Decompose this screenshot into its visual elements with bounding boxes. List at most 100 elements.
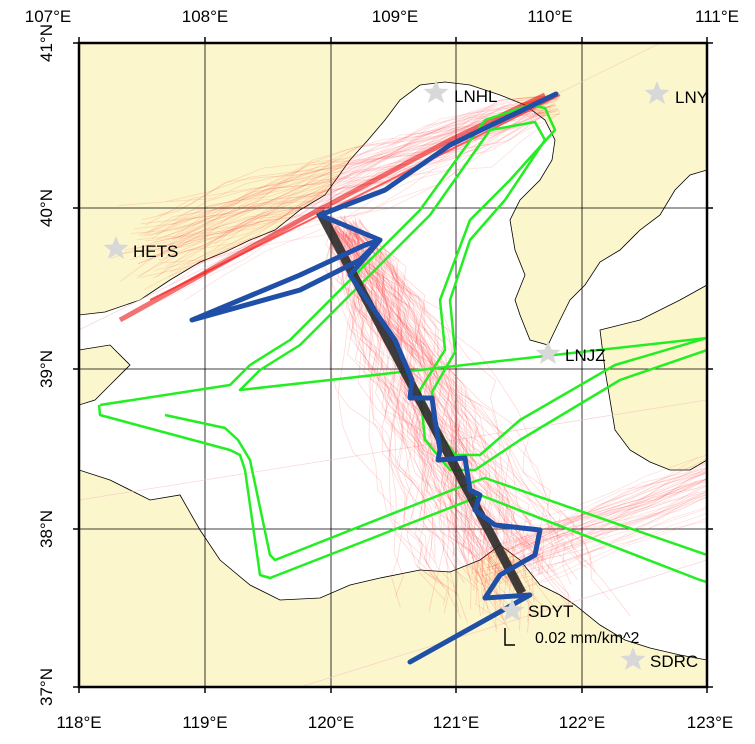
- particle-track: [340, 226, 494, 571]
- particle-track: [522, 471, 707, 548]
- particle-track: [120, 97, 559, 282]
- particle-track: [350, 230, 611, 601]
- particle-track: [136, 98, 559, 241]
- particle-track: [352, 221, 491, 586]
- particle-track: [353, 229, 504, 620]
- particle-track: [359, 229, 515, 569]
- bottom-axis-labels: 118°E 119°E 120°E 121°E 122°E 123°E: [56, 713, 733, 732]
- left-label-0: 41°N: [37, 24, 56, 62]
- bottom-label-1: 119°E: [182, 713, 227, 732]
- particle-track: [340, 228, 557, 611]
- particle-track: [498, 520, 707, 585]
- particle-track: [157, 110, 560, 252]
- left-label-2: 39°N: [37, 350, 56, 388]
- station-label: LNHL: [454, 87, 497, 106]
- particle-track: [168, 96, 547, 278]
- mean-track: [189, 91, 559, 665]
- particle-track: [214, 113, 560, 245]
- bottom-label-0: 118°E: [56, 713, 101, 732]
- particle-track: [329, 233, 468, 624]
- particle-track: [526, 467, 707, 542]
- particle-track: [470, 470, 707, 559]
- particle-track: [338, 227, 456, 588]
- frame-ticks: [73, 37, 713, 693]
- particle-track: [356, 229, 529, 603]
- left-axis-labels: 41°N 40°N 39°N 38°N 37°N: [37, 24, 56, 706]
- particle-track: [336, 225, 511, 617]
- particle-track: [342, 215, 434, 564]
- particle-track: [520, 489, 707, 562]
- particle-track: [156, 95, 557, 235]
- station-hets[interactable]: HETS: [103, 236, 179, 261]
- particle-track: [345, 233, 572, 586]
- particle-track: [347, 230, 582, 567]
- particle-track: [357, 230, 489, 610]
- station-star-icon: [499, 598, 525, 621]
- particle-track: [514, 505, 707, 580]
- particle-track: [526, 478, 707, 546]
- station-lny[interactable]: LNY: [644, 81, 709, 107]
- particle-track: [354, 221, 479, 583]
- particle-track: [138, 113, 550, 265]
- particle-track: [356, 234, 518, 609]
- particle-track: [342, 233, 557, 578]
- particle-track: [351, 220, 500, 597]
- particle-track: [143, 113, 546, 291]
- particle-track: [160, 103, 556, 295]
- particle-track: [355, 228, 507, 626]
- particle-track: [352, 219, 510, 573]
- particle-track: [354, 231, 509, 579]
- particle-track: [506, 462, 707, 561]
- contour-lines: [97, 103, 707, 584]
- particle-track: [179, 105, 552, 240]
- particle-track: [336, 234, 524, 593]
- station-label: SDRC: [650, 652, 698, 671]
- particle-track: [333, 218, 596, 573]
- particle-track: [349, 227, 437, 612]
- station-label: HETS: [133, 242, 178, 261]
- particle-track: [118, 98, 555, 206]
- particle-track: [484, 484, 707, 577]
- station-lnjz[interactable]: LNJZ: [535, 341, 606, 365]
- scale-label: 0.02 mm/km^2: [535, 630, 640, 647]
- particle-track: [134, 96, 551, 230]
- particle-track: [358, 219, 517, 589]
- bottom-label-4: 122°E: [559, 713, 606, 732]
- particle-track: [130, 96, 542, 261]
- land-west-hebei: [79, 344, 131, 406]
- particle-track: [339, 215, 489, 566]
- particle-track: [164, 95, 549, 238]
- particle-track: [169, 113, 548, 286]
- particle-track: [528, 517, 707, 587]
- particle-track: [479, 478, 707, 562]
- top-label-4: 111°E: [695, 7, 739, 26]
- particle-track: [162, 97, 555, 252]
- particle-track: [342, 234, 531, 623]
- scale-bracket: [504, 628, 515, 646]
- stations: LNHL LNY HETS LNJZ SDYT SDRC: [103, 80, 709, 671]
- particle-track: [510, 467, 707, 556]
- particle-track: [144, 108, 558, 237]
- particle-track: [348, 231, 487, 615]
- particle-track: [110, 107, 541, 259]
- particle-track: [491, 484, 707, 568]
- particle-track: [519, 470, 707, 546]
- station-sdyt[interactable]: SDYT: [499, 598, 574, 621]
- particle-track: [514, 478, 707, 546]
- station-label: SDYT: [528, 602, 573, 621]
- station-label: LNJZ: [565, 346, 606, 365]
- particle-track: [154, 95, 554, 271]
- particle-track: [339, 214, 545, 575]
- particle-track: [343, 225, 469, 556]
- particle-track: [333, 229, 497, 633]
- particle-track: [488, 467, 703, 561]
- station-lnhl[interactable]: LNHL: [423, 80, 498, 106]
- station-sdrc[interactable]: SDRC: [620, 647, 699, 671]
- top-label-2: 109°E: [372, 7, 419, 26]
- particle-track: [484, 469, 707, 550]
- particle-track: [140, 97, 551, 237]
- particle-track: [338, 231, 453, 613]
- particle-track: [519, 512, 707, 590]
- particle-track: [335, 232, 506, 622]
- particle-track: [156, 95, 548, 240]
